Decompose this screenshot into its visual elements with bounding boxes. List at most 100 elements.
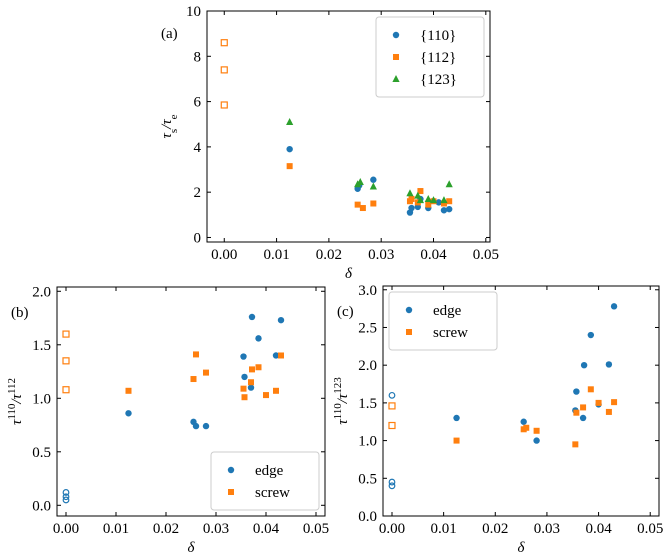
- x-tick-label: 0.02: [316, 247, 342, 263]
- data-point: [610, 303, 618, 310]
- legend-label: {123}: [420, 72, 457, 88]
- plot-frame: [56, 286, 326, 517]
- data-point: [580, 404, 587, 411]
- data-point: [573, 409, 580, 416]
- data-point: [406, 189, 414, 197]
- data-point: [388, 478, 396, 486]
- y-axis-label-part: s: [168, 129, 180, 133]
- x-tick-label: 0.04: [253, 521, 280, 537]
- data-point: [425, 201, 432, 208]
- data-point: [429, 196, 438, 204]
- legend-label: edge: [255, 463, 284, 479]
- data-point: [520, 418, 527, 425]
- data-point: [62, 493, 70, 501]
- y-tick-label: 6: [194, 95, 202, 111]
- data-point: [388, 421, 396, 430]
- data-point: [240, 385, 247, 392]
- y-axis-label-part: τ: [335, 419, 351, 425]
- y-tick-label: 2: [194, 185, 202, 201]
- x-axis-label: δ: [188, 540, 196, 555]
- x-axis-label: δ: [518, 540, 526, 555]
- data-point: [286, 117, 294, 125]
- legend-label: screw: [255, 485, 290, 501]
- data-point: [202, 422, 210, 430]
- data-point: [408, 195, 415, 202]
- data-point: [248, 313, 256, 321]
- data-point: [605, 361, 613, 368]
- legend-box: [375, 16, 485, 98]
- y-tick-label: 2.0: [32, 284, 51, 300]
- legend-marker: [392, 75, 400, 82]
- x-tick-label: 0.03: [368, 247, 394, 263]
- data-point: [587, 331, 595, 339]
- data-point: [416, 196, 425, 204]
- legend-marker: [393, 54, 399, 60]
- data-point: [193, 351, 199, 358]
- data-point: [408, 204, 415, 212]
- data-point: [453, 437, 460, 444]
- data-point: [125, 410, 132, 417]
- data-point: [247, 384, 255, 391]
- legend-label: edge: [433, 303, 462, 319]
- x-tick-label: 0.00: [211, 247, 237, 263]
- data-point: [248, 379, 254, 386]
- data-point: [192, 422, 200, 430]
- legend-label: screw: [433, 325, 468, 341]
- data-point: [453, 414, 460, 422]
- data-point: [388, 482, 396, 490]
- y-tick-label: 0.5: [358, 471, 377, 487]
- data-point: [440, 200, 447, 207]
- data-point: [263, 392, 269, 399]
- data-point: [220, 39, 228, 47]
- legend-box: [388, 291, 498, 351]
- y-axis-label-part: /τ: [335, 393, 351, 404]
- data-point: [273, 387, 279, 394]
- panel-label: (a): [161, 26, 178, 42]
- y-axis-label-part: τ: [9, 419, 25, 425]
- panel: 0.00 0.01 0.02 0.03 0.04 0.05 0.0 0.5 1.0 1.5 2.0 δ…: [6, 284, 329, 555]
- data-point: [240, 353, 247, 360]
- y-tick-label: 1.5: [358, 396, 377, 412]
- x-tick-label: 0.05: [473, 247, 499, 263]
- data-point: [587, 386, 594, 393]
- y-tick-label: 10: [186, 4, 201, 20]
- legend-label: {112}: [420, 50, 456, 66]
- y-axis-label-part: 112: [6, 378, 18, 394]
- data-point: [286, 163, 293, 170]
- data-point: [359, 205, 366, 212]
- y-axis-label-part: τ: [159, 133, 175, 139]
- data-point: [356, 177, 364, 185]
- data-point: [249, 366, 255, 373]
- x-tick-label: 0.02: [153, 521, 179, 537]
- y-tick-label: 2.5: [358, 320, 377, 336]
- y-tick-label: 8: [194, 49, 202, 65]
- x-tick-label: 0.04: [420, 247, 447, 263]
- data-point: [369, 182, 377, 190]
- data-point: [440, 196, 448, 204]
- y-tick-label: 2.0: [358, 358, 377, 374]
- y-tick-label: 0.0: [358, 509, 377, 525]
- data-point: [523, 424, 530, 431]
- y-axis-label-part: /τ: [159, 119, 175, 130]
- plot-frame: [206, 10, 491, 243]
- legend-label: {110}: [420, 28, 456, 44]
- x-tick-label: 0.01: [263, 247, 289, 263]
- data-point: [388, 402, 396, 410]
- y-axis-label-part: 123: [332, 377, 344, 394]
- data-point: [388, 391, 396, 399]
- y-axis-label-part: /τ: [9, 393, 25, 404]
- data-point: [62, 496, 70, 504]
- legend-marker: [405, 306, 413, 314]
- plot-frame: [382, 285, 660, 517]
- x-tick-label: 0.02: [482, 521, 508, 537]
- panel: 0.00 0.01 0.02 0.03 0.04 0.05 0 2 4 6 8 10 δ τs/τe (a)…: [159, 4, 499, 282]
- y-axis-label: τs/τe: [159, 114, 180, 138]
- data-point: [272, 352, 280, 359]
- x-tick-label: 0.04: [585, 521, 612, 537]
- data-point: [417, 188, 424, 195]
- y-tick-label: 4: [194, 140, 202, 156]
- y-tick-label: 0.0: [32, 498, 51, 514]
- x-tick-label: 0.01: [103, 521, 129, 537]
- y-axis-label-part: 110: [6, 403, 18, 420]
